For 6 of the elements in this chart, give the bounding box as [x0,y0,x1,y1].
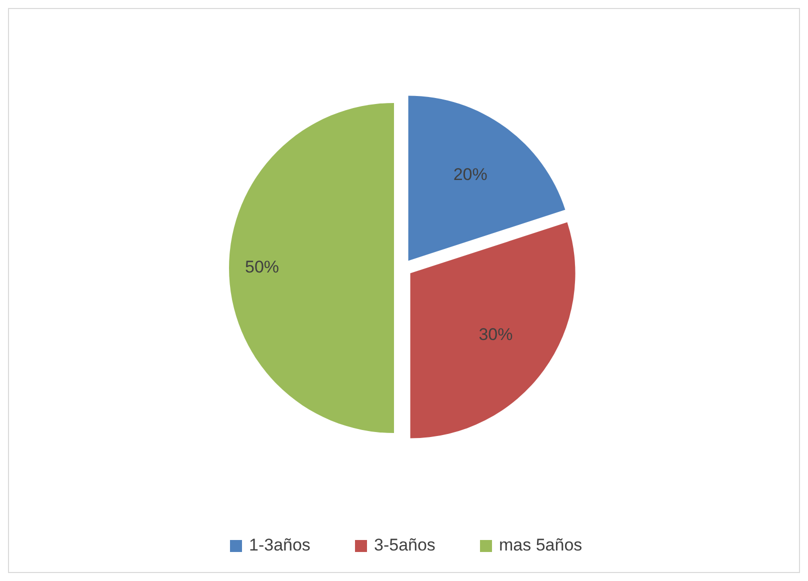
data-label: 30% [478,324,513,344]
data-label: 20% [453,164,488,184]
legend-label: 1-3años [249,535,310,554]
legend-label: 3-5años [374,535,436,554]
legend-label: mas 5años [499,535,582,554]
data-label: 50% [244,257,280,276]
